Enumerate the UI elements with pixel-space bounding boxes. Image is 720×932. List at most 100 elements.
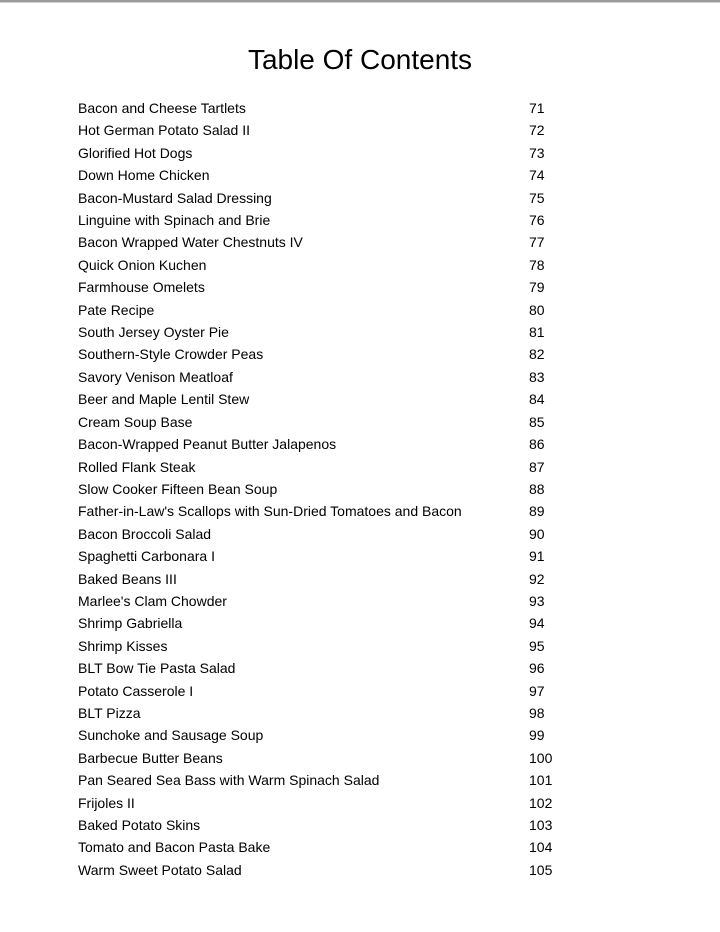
toc-entry-title: Shrimp Kisses <box>78 637 168 654</box>
toc-entry-title: Barbecue Butter Beans <box>78 749 223 766</box>
toc-entry[interactable]: Down Home Chicken 74 <box>78 165 578 187</box>
toc-entry[interactable]: Spaghetti Carbonara I 91 <box>78 546 578 568</box>
toc-entry[interactable]: Cream Soup Base 85 <box>78 412 578 434</box>
toc-entry-page: 102 <box>529 794 553 811</box>
toc-entry[interactable]: Bacon Broccoli Salad 90 <box>78 524 578 546</box>
toc-entry-title: Marlee's Clam Chowder <box>78 592 227 609</box>
toc-entry[interactable]: Linguine with Spinach and Brie 76 <box>78 210 578 232</box>
toc-entry-title: Father-in-Law's Scallops with Sun-Dried … <box>78 503 462 520</box>
toc-entry-title: Slow Cooker Fifteen Bean Soup <box>78 480 278 497</box>
toc-entry[interactable]: Potato Casserole I 97 <box>78 681 578 703</box>
toc-entry-title: Bacon-Mustard Salad Dressing <box>78 189 272 206</box>
toc-entry[interactable]: Pate Recipe 80 <box>78 300 578 322</box>
toc-entry-page: 103 <box>529 817 553 833</box>
toc-entry-page: 97 <box>529 682 545 699</box>
toc-entry[interactable]: Sunchoke and Sausage Soup 99 <box>78 725 578 747</box>
toc-entry-title: Hot German Potato Salad II <box>78 122 250 139</box>
toc-entry-page: 92 <box>529 570 545 587</box>
toc-entry[interactable]: Father-in-Law's Scallops with Sun-Dried … <box>78 501 578 523</box>
toc-entry[interactable]: Bacon and Cheese Tartlets 71 <box>78 98 578 120</box>
toc-entry-page: 100 <box>529 749 553 766</box>
toc-entry-title: BLT Bow Tie Pasta Salad <box>78 660 236 677</box>
toc-entry-page: 85 <box>529 413 545 430</box>
toc-entry-page: 94 <box>529 615 545 632</box>
toc-entry-page: 86 <box>529 436 545 453</box>
toc-entry[interactable]: Beer and Maple Lentil Stew 84 <box>78 389 578 411</box>
toc-entry-title: Linguine with Spinach and Brie <box>78 212 271 229</box>
toc-entry-title: Frijoles II <box>78 794 135 811</box>
toc-entry[interactable]: BLT Bow Tie Pasta Salad 96 <box>78 658 578 680</box>
toc-entry-page: 95 <box>529 637 545 654</box>
toc-entry[interactable]: Savory Venison Meatloaf 83 <box>78 367 578 389</box>
toc-entry[interactable]: Frijoles II 102 <box>78 793 578 815</box>
toc-entry-page: 82 <box>529 346 545 363</box>
toc-entry[interactable]: Tomato and Bacon Pasta Bake 104 <box>78 837 578 859</box>
toc-entry-title: Bacon Broccoli Salad <box>78 525 212 542</box>
toc-entry[interactable]: Marlee's Clam Chowder 93 <box>78 591 578 613</box>
toc-entry-page: 83 <box>529 368 545 385</box>
toc-entry-page: 76 <box>529 212 545 229</box>
toc-entry-title: Down Home Chicken <box>78 167 210 184</box>
toc-entry[interactable]: Rolled Flank Steak 87 <box>78 457 578 479</box>
toc-entry[interactable]: Bacon Wrapped Water Chestnuts IV 77 <box>78 232 578 254</box>
toc-entry-title: Rolled Flank Steak <box>78 458 196 475</box>
toc-entry-page: 73 <box>529 144 545 161</box>
page-title: Table Of Contents <box>247 44 473 75</box>
toc-entry-page: 89 <box>529 503 545 520</box>
toc-entry-title: Glorified Hot Dogs <box>78 144 193 161</box>
toc-entry[interactable]: Quick Onion Kuchen 78 <box>78 255 578 277</box>
toc-entry[interactable]: Hot German Potato Salad II 72 <box>78 120 578 142</box>
toc-entry-page: 77 <box>529 234 545 251</box>
toc-entry[interactable]: South Jersey Oyster Pie 81 <box>78 322 578 344</box>
toc-entry-title: Bacon-Wrapped Peanut Butter Jalapenos <box>78 436 337 453</box>
toc-entry[interactable]: Shrimp Kisses 95 <box>78 636 578 658</box>
toc-entry-title: Pate Recipe <box>78 301 155 318</box>
toc-entry[interactable]: Slow Cooker Fifteen Bean Soup 88 <box>78 479 578 501</box>
toc-entry-page: 105 <box>529 861 553 878</box>
toc-entry-page: 98 <box>529 704 545 721</box>
toc-entry[interactable]: Southern-Style Crowder Peas 82 <box>78 344 578 366</box>
toc-entry-page: 72 <box>529 122 545 139</box>
toc-entry-page: 93 <box>529 592 545 609</box>
toc-entry-title: Baked Beans III <box>78 570 177 587</box>
toc-entry[interactable]: Bacon-Wrapped Peanut Butter Jalapenos 86 <box>78 434 578 456</box>
toc-entry-page: 104 <box>529 839 553 856</box>
toc-entry-title: Sunchoke and Sausage Soup <box>78 727 264 744</box>
toc-entry-title: Tomato and Bacon Pasta Bake <box>78 839 271 856</box>
toc-entry-page: 88 <box>529 480 545 497</box>
toc-entry-title: Beer and Maple Lentil Stew <box>78 391 250 408</box>
toc-entry[interactable]: Baked Potato Skins 103 <box>78 815 578 837</box>
toc-entry-title: Southern-Style Crowder Peas <box>78 346 264 363</box>
toc-entry-page: 80 <box>529 301 545 318</box>
toc-entry-page: 75 <box>529 189 545 206</box>
toc-entry-page: 71 <box>529 100 545 116</box>
page-top-border <box>0 0 720 3</box>
toc-entry-page: 79 <box>529 279 545 296</box>
toc-entry-page: 99 <box>529 727 545 744</box>
toc-entry[interactable]: Farmhouse Omelets 79 <box>78 277 578 299</box>
toc-entry-title: Spaghetti Carbonara I <box>78 548 215 565</box>
toc-entry[interactable]: Glorified Hot Dogs 73 <box>78 143 578 165</box>
toc-entry[interactable]: BLT Pizza 98 <box>78 703 578 725</box>
toc-entry[interactable]: Barbecue Butter Beans 100 <box>78 748 578 770</box>
toc-entry-title: Pan Seared Sea Bass with Warm Spinach Sa… <box>78 772 380 789</box>
toc-entry-title: Bacon Wrapped Water Chestnuts IV <box>78 234 303 251</box>
toc-entry-title: Baked Potato Skins <box>78 817 201 833</box>
toc-list: Bacon and Cheese Tartlets 71 Hot German Po… <box>78 98 578 882</box>
toc-entry-page: 90 <box>529 525 545 542</box>
toc-entry-page: 96 <box>529 660 545 677</box>
toc-entry-page: 91 <box>529 548 545 565</box>
toc-entry-page: 81 <box>529 324 545 341</box>
toc-entry[interactable]: Shrimp Gabriella 94 <box>78 613 578 635</box>
toc-entry-title: Warm Sweet Potato Salad <box>78 861 242 878</box>
toc-entry-page: 74 <box>529 167 545 184</box>
toc-entry-title: Farmhouse Omelets <box>78 279 205 296</box>
toc-entry-page: 101 <box>529 772 553 789</box>
toc-entry[interactable]: Bacon-Mustard Salad Dressing 75 <box>78 188 578 210</box>
toc-entry-title: Savory Venison Meatloaf <box>78 368 233 385</box>
toc-entry[interactable]: Baked Beans III 92 <box>78 569 578 591</box>
toc-entry[interactable]: Warm Sweet Potato Salad 105 <box>78 860 578 882</box>
toc-entry-title: Bacon and Cheese Tartlets <box>78 100 246 116</box>
toc-entry[interactable]: Pan Seared Sea Bass with Warm Spinach Sa… <box>78 770 578 792</box>
toc-entry-title: Potato Casserole I <box>78 682 194 699</box>
